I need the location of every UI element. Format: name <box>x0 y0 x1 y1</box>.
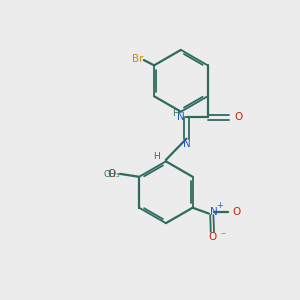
Text: ⁻: ⁻ <box>220 231 226 241</box>
Text: N: N <box>183 139 190 149</box>
Text: +: + <box>217 201 224 210</box>
Text: O: O <box>233 207 241 217</box>
Text: CH₃: CH₃ <box>104 170 120 179</box>
Text: O: O <box>108 169 116 179</box>
Text: N: N <box>177 112 185 122</box>
Text: O: O <box>234 112 242 122</box>
Text: H: H <box>153 152 159 161</box>
Text: Br: Br <box>132 54 143 64</box>
Text: N: N <box>210 207 218 217</box>
Text: O: O <box>208 232 217 242</box>
Text: H: H <box>172 109 179 118</box>
